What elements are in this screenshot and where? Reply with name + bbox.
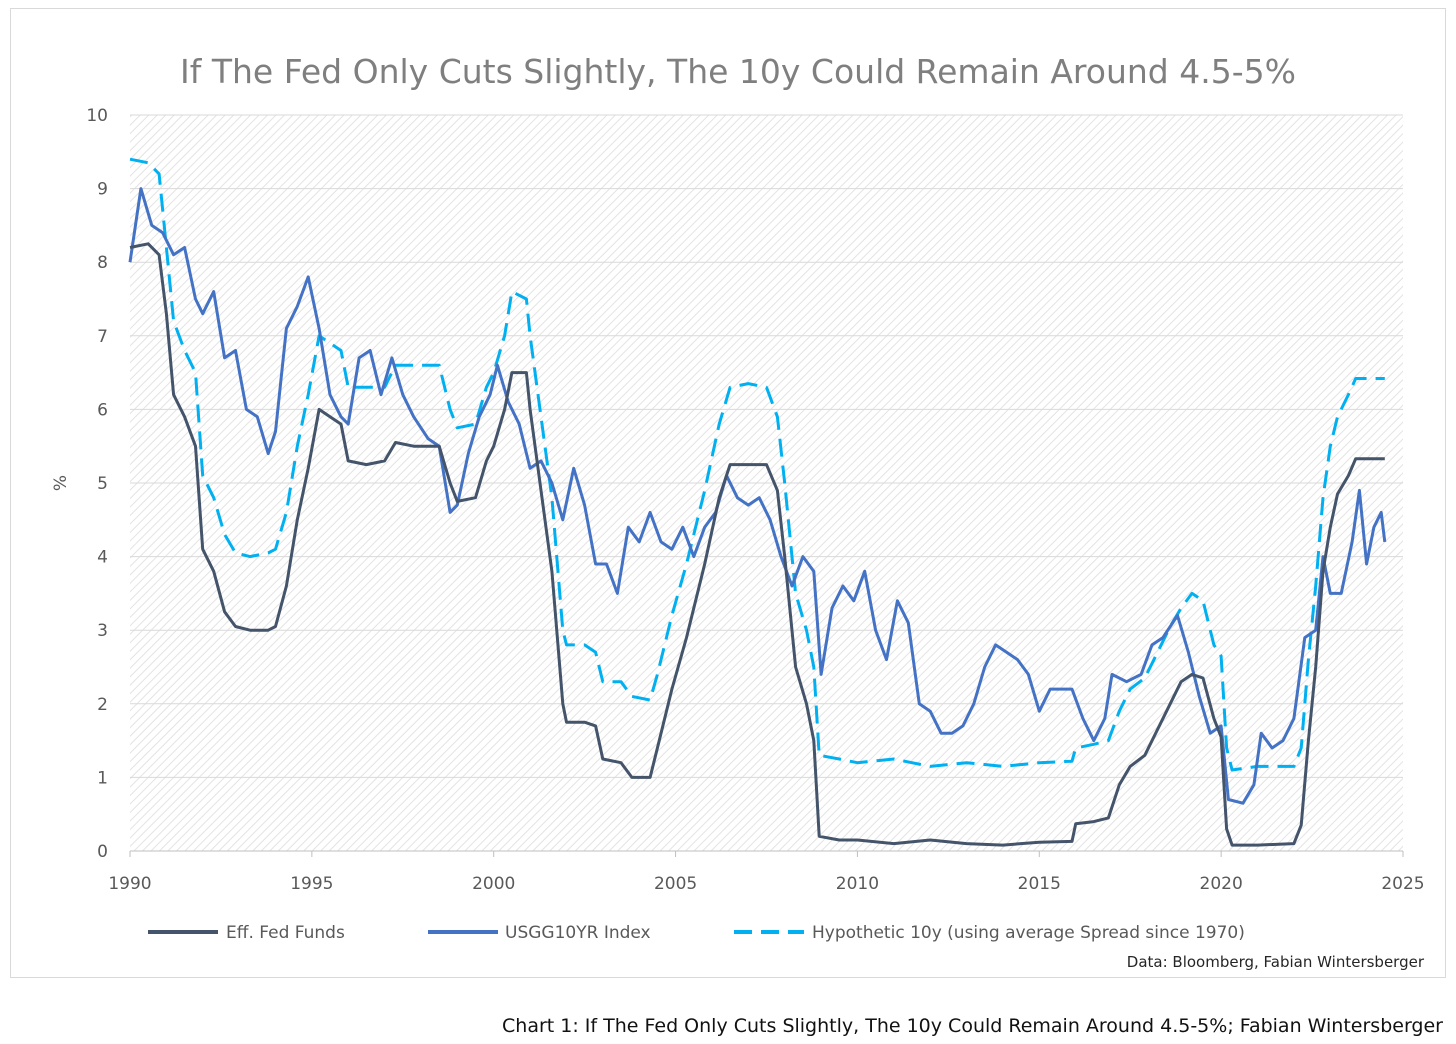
y-tick-label: 8	[97, 253, 108, 273]
legend-label-eff-fed-funds: Eff. Fed Funds	[226, 923, 345, 943]
series-lines	[128, 157, 1387, 847]
x-axis-ticks: 1990 1995 2000 2005 2010 2015 2020 2025	[108, 851, 1425, 894]
y-tick-label: 1	[97, 768, 108, 788]
series-line-usgg10yr-index	[128, 187, 1387, 805]
x-tick-label: 2005	[654, 874, 697, 894]
data-source-note: Data: Bloomberg, Fabian Wintersberger	[1127, 953, 1425, 971]
series-line-eff-fed-funds	[129, 242, 1385, 847]
legend: Eff. Fed Funds USGG10YR Index Hypothetic…	[148, 923, 1245, 943]
x-tick-label: 2000	[472, 874, 515, 894]
legend-label-hypothetic-10y: Hypothetic 10y (using average Spread sin…	[812, 923, 1245, 943]
y-axis-label: %	[51, 475, 71, 491]
x-tick-label: 1995	[290, 874, 333, 894]
y-tick-label: 0	[97, 842, 108, 862]
legend-item-eff-fed-funds: Eff. Fed Funds	[148, 923, 345, 943]
y-tick-label: 3	[97, 621, 108, 641]
x-tick-label: 2015	[1018, 874, 1061, 894]
x-tick-label: 2010	[836, 874, 879, 894]
x-tick-label: 1990	[108, 874, 151, 894]
gridlines	[130, 114, 1403, 778]
y-tick-label: 9	[97, 180, 108, 200]
y-axis-ticks: 0 1 2 3 4 5 6 7 8 9 10	[86, 106, 108, 862]
chart-title: If The Fed Only Cuts Slightly, The 10y C…	[180, 52, 1296, 91]
y-tick-label: 5	[97, 474, 108, 494]
y-tick-label: 6	[97, 400, 108, 420]
legend-item-usgg10yr: USGG10YR Index	[428, 923, 651, 943]
y-tick-label: 10	[86, 106, 108, 126]
x-tick-label: 2025	[1381, 874, 1424, 894]
chart-caption: Chart 1: If The Fed Only Cuts Slightly, …	[502, 1015, 1443, 1037]
legend-label-usgg10yr: USGG10YR Index	[505, 923, 651, 943]
legend-item-hypothetic-10y: Hypothetic 10y (using average Spread sin…	[734, 923, 1245, 943]
x-tick-label: 2020	[1200, 874, 1243, 894]
y-tick-label: 4	[97, 548, 108, 568]
y-tick-label: 2	[97, 695, 108, 715]
y-tick-label: 7	[97, 327, 108, 347]
